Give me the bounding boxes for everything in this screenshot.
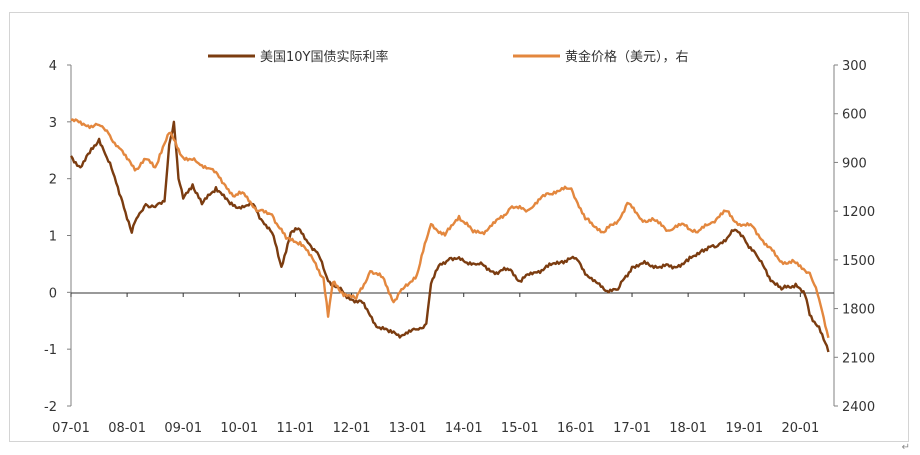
- left-axis: 4 3 2 1 0 -1 -2: [44, 59, 72, 415]
- right-tick-label: 900: [842, 156, 867, 171]
- legend: 美国10Y国债实际利率 黄金价格（美元），右: [208, 49, 689, 65]
- x-axis: 07-01 08-01 09-01 10-01 11-01 12-01 13-01 14-01…: [52, 292, 834, 436]
- x-tick-label: 09-01: [164, 421, 202, 436]
- x-tick-label: 16-01: [557, 421, 595, 436]
- x-tick-label: 20-01: [781, 421, 819, 436]
- x-tick-label: 19-01: [725, 421, 763, 436]
- right-tick-label: 300: [842, 59, 867, 74]
- right-tick-label: 1500: [842, 254, 875, 269]
- x-tick-label: 13-01: [389, 421, 427, 436]
- right-tick-label: 2400: [842, 400, 875, 415]
- left-tick-label: 0: [49, 286, 57, 301]
- x-tick-label: 15-01: [501, 421, 539, 436]
- chart-frame: [9, 12, 909, 442]
- x-tick-label: 12-01: [333, 421, 371, 436]
- series-line-real-rate: [70, 120, 830, 353]
- series-line-gold-price: [70, 118, 830, 339]
- left-tick-label: 3: [49, 116, 57, 131]
- x-tick-label: 14-01: [445, 421, 483, 436]
- left-tick-label: -1: [44, 343, 57, 358]
- return-mark-icon: ↵: [901, 442, 910, 453]
- left-tick-label: 4: [49, 59, 57, 74]
- x-tick-label: 11-01: [277, 421, 315, 436]
- x-tick-label: 18-01: [669, 421, 707, 436]
- right-tick-label: 2100: [842, 351, 875, 366]
- x-tick-label: 17-01: [613, 421, 651, 436]
- x-tick-label: 07-01: [52, 421, 90, 436]
- x-tick-label: 10-01: [220, 421, 258, 436]
- legend-label-real-rate: 美国10Y国债实际利率: [260, 49, 388, 65]
- left-tick-label: -2: [44, 400, 57, 415]
- right-tick-label: 1200: [842, 205, 875, 220]
- series-layer: [70, 118, 830, 353]
- legend-label-gold-price: 黄金价格（美元），右: [565, 49, 689, 65]
- right-tick-label: 600: [842, 108, 867, 123]
- x-tick-label: 08-01: [108, 421, 146, 436]
- left-tick-label: 2: [49, 173, 57, 188]
- right-tick-label: 1800: [842, 303, 875, 318]
- left-tick-label: 1: [49, 230, 57, 245]
- right-axis: 300 600 900 1200 1500 1800 2100 2400: [833, 59, 875, 415]
